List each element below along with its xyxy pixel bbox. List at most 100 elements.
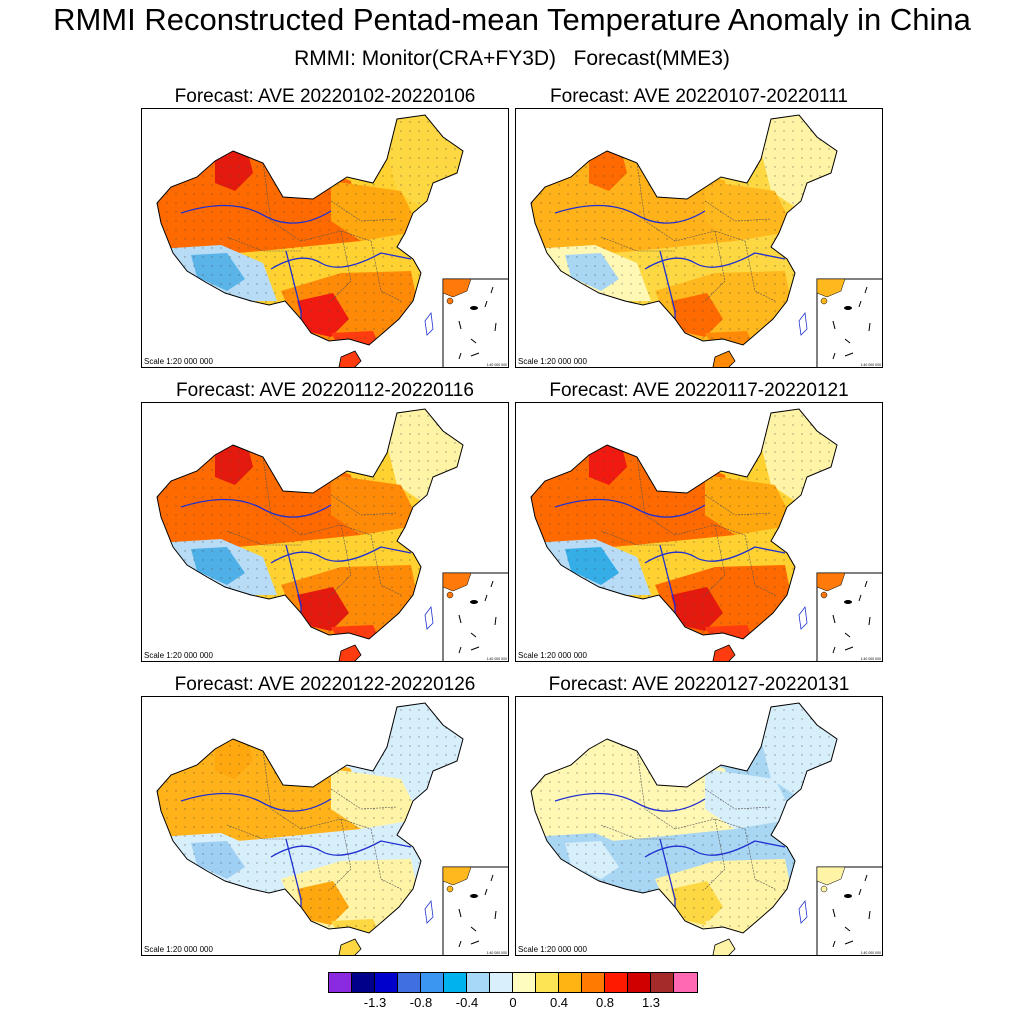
colorbar-label: -0.4 <box>455 995 479 1010</box>
province-boundary <box>226 236 301 252</box>
inset-scale-label: 1:40 000 000 <box>487 363 507 367</box>
province-boundary <box>600 236 675 252</box>
panel-title: Forecast: AVE 20220112-20220116 <box>176 380 474 401</box>
province-boundary <box>262 750 302 830</box>
taiwan-island <box>798 605 808 630</box>
panel-title: Forecast: AVE 20220127-20220131 <box>548 674 850 695</box>
hainan-island <box>712 938 736 955</box>
province-boundary <box>636 162 676 242</box>
country-outline <box>530 408 838 640</box>
country-outline <box>156 702 464 934</box>
china-map: 1:40 000 000 <box>530 114 882 367</box>
province-boundary <box>370 240 402 302</box>
colorbar-swatch <box>490 973 513 992</box>
colorbar-swatch <box>651 973 674 992</box>
province-boundary <box>226 530 301 546</box>
province-boundary <box>704 818 726 890</box>
taiwan-island <box>798 311 808 336</box>
map-scale-label: Scale 1:20 000 000 <box>144 945 213 954</box>
province-boundary <box>744 828 776 890</box>
colorbar-swatch <box>421 973 444 992</box>
hainan-island <box>712 644 736 661</box>
south-china-sea-inset: 1:40 000 000 <box>442 866 508 955</box>
province-boundary <box>704 200 772 222</box>
inset-scale-label: 1:40 000 000 <box>861 657 881 661</box>
province-boundary <box>330 788 398 810</box>
taiwan-island <box>424 605 434 630</box>
river-line <box>180 204 332 224</box>
colorbar-swatch <box>329 973 352 992</box>
province-boundary <box>370 828 402 890</box>
colorbar-label: 0.4 <box>549 995 569 1010</box>
country-outline <box>156 114 464 346</box>
map-panel: 1:40 000 000 Scale 1:20 000 000 <box>141 402 509 662</box>
colorbar-label: 0.8 <box>595 995 615 1010</box>
province-boundary <box>330 818 352 890</box>
province-boundary <box>600 824 675 840</box>
river-line <box>554 792 706 812</box>
colorbar-swatch <box>536 973 559 992</box>
province-boundary <box>262 456 302 536</box>
province-boundary <box>636 750 676 830</box>
china-map: 1:40 000 000 <box>156 408 508 661</box>
south-china-sea-inset: 1:40 000 000 <box>442 278 508 367</box>
province-boundary <box>744 534 776 596</box>
panel-title: Forecast: AVE 20220117-20220121 <box>549 380 849 401</box>
map-scale-label: Scale 1:20 000 000 <box>518 651 587 660</box>
province-boundary <box>300 524 372 536</box>
map-panel: 1:40 000 000 Scale 1:20 000 000 <box>141 108 509 368</box>
province-boundary <box>300 818 372 830</box>
south-china-sea-inset: 1:40 000 000 <box>816 572 882 661</box>
south-china-sea-inset: 1:40 000 000 <box>816 866 882 955</box>
china-map: 1:40 000 000 <box>530 702 882 955</box>
province-boundary <box>704 494 772 516</box>
river-line <box>180 792 332 812</box>
country-outline <box>530 702 838 934</box>
panel-title: Forecast: AVE 20220107-20220111 <box>550 86 848 107</box>
colorbar <box>328 972 698 993</box>
country-outline <box>530 114 838 346</box>
province-boundary <box>330 494 398 516</box>
taiwan-island <box>424 899 434 924</box>
province-boundary <box>300 230 372 242</box>
south-china-sea-inset: 1:40 000 000 <box>816 278 882 367</box>
river-line <box>270 840 412 858</box>
colorbar-swatch <box>513 973 536 992</box>
inset-scale-label: 1:40 000 000 <box>861 951 881 955</box>
hainan-island <box>338 938 362 955</box>
colorbar-label: 1.3 <box>641 995 661 1010</box>
river-line <box>644 252 786 270</box>
inset-scale-label: 1:40 000 000 <box>861 363 881 367</box>
inset-scale-label: 1:40 000 000 <box>487 951 507 955</box>
province-boundary <box>636 456 676 536</box>
colorbar-swatch <box>582 973 605 992</box>
province-boundary <box>674 524 746 536</box>
province-boundary <box>704 524 726 596</box>
province-boundary <box>600 530 675 546</box>
river-line <box>554 498 706 518</box>
river-line <box>554 204 706 224</box>
province-boundary <box>744 240 776 302</box>
colorbar-label: -1.3 <box>363 995 387 1010</box>
colorbar-swatch <box>628 973 651 992</box>
colorbar-swatch <box>674 973 697 992</box>
inset-scale-label: 1:40 000 000 <box>487 657 507 661</box>
hainan-island <box>338 350 362 367</box>
china-map: 1:40 000 000 <box>156 702 508 955</box>
province-boundary <box>262 162 302 242</box>
colorbar-label: -0.8 <box>409 995 433 1010</box>
colorbar-swatch <box>375 973 398 992</box>
map-panel: 1:40 000 000 Scale 1:20 000 000 <box>515 108 883 368</box>
river-line <box>644 840 786 858</box>
river-line <box>644 546 786 564</box>
river-line <box>270 546 412 564</box>
hainan-island <box>712 350 736 367</box>
country-outline <box>156 408 464 640</box>
province-boundary <box>370 534 402 596</box>
map-panel: 1:40 000 000 Scale 1:20 000 000 <box>515 402 883 662</box>
map-scale-label: Scale 1:20 000 000 <box>518 357 587 366</box>
colorbar-swatch <box>398 973 421 992</box>
colorbar-swatch <box>444 973 467 992</box>
colorbar-swatch <box>467 973 490 992</box>
map-scale-label: Scale 1:20 000 000 <box>144 357 213 366</box>
